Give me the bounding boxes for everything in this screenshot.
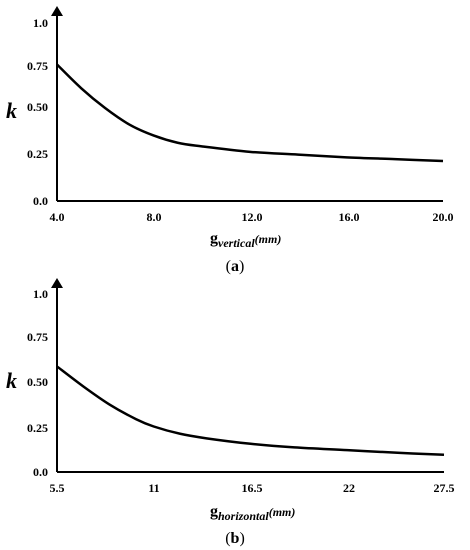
chart-a: 0.0 0.25 0.50 0.75 1.0 4.0 8.0 12.0 16.0… — [6, 6, 454, 275]
chart-a-x-tick-label: 4.0 — [50, 210, 65, 224]
chart-b-panel-letter: b — [231, 530, 240, 547]
chart-a-x-tick-label: 12.0 — [242, 210, 263, 224]
chart-b-y-axis-arrow — [51, 278, 63, 288]
chart-a-y-tick-label: 1.0 — [33, 16, 48, 30]
chart-b-x-label-sub: horizontal — [218, 509, 269, 523]
chart-b-x-tick-label: 5.5 — [50, 481, 65, 495]
chart-b-panel-open: ( — [225, 530, 230, 547]
chart-b-panel-label: (b) — [225, 530, 245, 547]
chart-a-y-label: k — [6, 98, 17, 123]
chart-a-x-tick-label: 8.0 — [147, 210, 162, 224]
chart-a-x-label-main: g — [210, 230, 218, 247]
chart-b-y-tick-label: 0.0 — [33, 465, 48, 479]
chart-b-x-label-main: g — [210, 503, 218, 520]
chart-a-y-ticks: 0.0 0.25 0.50 0.75 1.0 — [27, 16, 48, 208]
chart-b-panel-close: ) — [239, 530, 244, 547]
chart-a-x-tick-label: 20.0 — [433, 210, 454, 224]
chart-b-y-label: k — [6, 368, 17, 393]
chart-a-y-axis-arrow — [51, 6, 63, 16]
chart-a-y-tick-label: 0.25 — [27, 147, 48, 161]
chart-a-x-ticks: 4.0 8.0 12.0 16.0 20.0 — [50, 210, 454, 224]
chart-b: 0.0 0.25 0.50 0.75 1.0 5.5 11 16.5 22 27… — [6, 278, 455, 547]
chart-a-panel-close: ) — [239, 258, 244, 275]
chart-a-x-tick-label: 16.0 — [339, 210, 360, 224]
chart-b-y-ticks: 0.0 0.25 0.50 0.75 1.0 — [27, 287, 48, 479]
chart-b-x-label-unit: (mm) — [269, 505, 296, 519]
chart-b-y-tick-label: 0.25 — [27, 421, 48, 435]
chart-a-panel-label: (a) — [226, 258, 245, 275]
chart-b-y-tick-label: 0.50 — [27, 375, 48, 389]
chart-b-x-tick-label: 27.5 — [434, 481, 455, 495]
chart-a-panel-letter: a — [231, 258, 239, 275]
chart-a-x-label-unit: (mm) — [255, 232, 282, 246]
chart-a-y-tick-label: 0.0 — [33, 194, 48, 208]
chart-b-y-tick-label: 0.75 — [27, 330, 48, 344]
chart-a-y-tick-label: 0.50 — [27, 100, 48, 114]
chart-a-x-label-sub: vertical — [218, 236, 255, 250]
chart-a-y-tick-label: 0.75 — [27, 59, 48, 73]
chart-b-series-line — [56, 365, 445, 456]
chart-b-y-tick-label: 1.0 — [33, 287, 48, 301]
chart-b-x-tick-label: 22 — [343, 481, 355, 495]
chart-a-x-label: gvertical(mm) — [210, 230, 281, 250]
chart-b-x-tick-label: 11 — [148, 481, 159, 495]
chart-b-x-label: ghorizontal(mm) — [210, 503, 295, 523]
chart-b-x-ticks: 5.5 11 16.5 22 27.5 — [50, 481, 455, 495]
chart-a-panel-open: ( — [226, 258, 231, 275]
chart-b-x-tick-label: 16.5 — [242, 481, 263, 495]
chart-a-series-line — [56, 63, 444, 163]
